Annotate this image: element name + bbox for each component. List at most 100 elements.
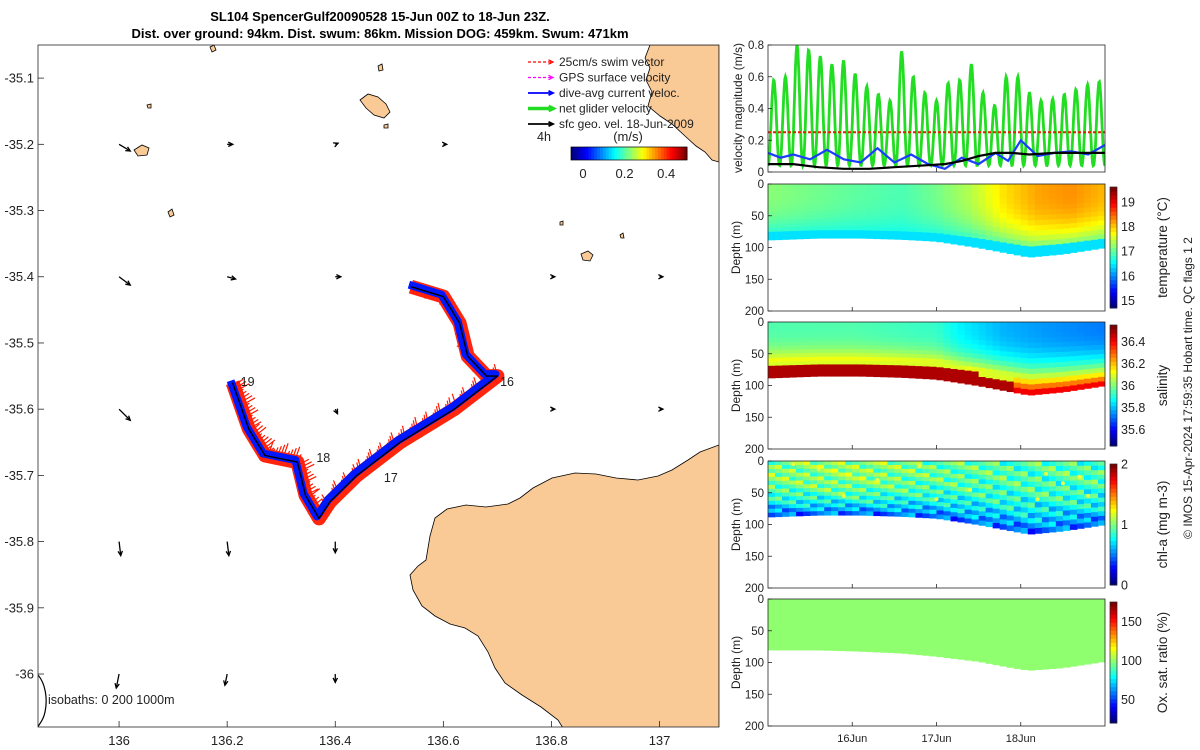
section-cell <box>838 499 846 505</box>
section-cell <box>999 465 1008 472</box>
section-cell <box>901 337 910 343</box>
section-cell <box>824 230 832 235</box>
section-cell <box>775 606 783 611</box>
colorbar-cell <box>591 147 595 160</box>
high-chl-sample <box>1077 474 1082 479</box>
section-cell <box>775 333 783 339</box>
section-cell <box>1097 515 1105 522</box>
section-cell <box>1041 367 1050 374</box>
section-cell <box>859 325 867 331</box>
section-cell <box>1048 613 1057 620</box>
section-cell <box>1020 481 1029 488</box>
section-cell <box>796 606 804 611</box>
section-cell <box>915 212 924 217</box>
section-cell <box>1097 493 1105 499</box>
section-cell <box>922 619 931 624</box>
section-cell <box>859 507 867 512</box>
section-cell <box>1048 628 1057 635</box>
velocity-y-tick-label: 0.6 <box>748 72 764 84</box>
section-cell <box>803 606 811 611</box>
section-colorbar-cell <box>1110 275 1117 281</box>
section-cell <box>887 322 895 327</box>
section-cell <box>929 192 938 197</box>
section-cell <box>1090 507 1099 513</box>
section-cell <box>817 195 825 201</box>
section-cell <box>922 184 931 189</box>
section-cell <box>894 622 902 627</box>
section-cell <box>880 484 888 489</box>
section-cell <box>1020 604 1029 610</box>
section-cell <box>803 468 811 474</box>
section-cell <box>915 473 924 478</box>
section-cell <box>922 627 931 632</box>
section-cell <box>978 488 987 494</box>
section-cell <box>852 480 860 485</box>
section-cell <box>915 638 924 644</box>
section-colorbar-cell <box>1110 231 1117 236</box>
section-cell <box>880 207 888 212</box>
section-cell <box>810 329 818 335</box>
section-cell <box>873 602 881 608</box>
section-cell <box>943 511 952 517</box>
land-island-h <box>559 220 564 226</box>
section-cell <box>824 484 832 489</box>
section-cell <box>901 191 910 197</box>
section-cell <box>985 368 994 375</box>
section-cell <box>831 499 839 505</box>
section-cell <box>768 219 776 225</box>
section-cell <box>796 488 804 493</box>
section-cell <box>782 617 790 622</box>
section-cell <box>845 511 853 516</box>
section-cell <box>964 201 973 207</box>
section-cell <box>957 633 966 639</box>
section-cell <box>1006 346 1015 353</box>
section-cell <box>775 508 783 514</box>
section-colorbar-label: Ox. sat. ratio (%) <box>1155 612 1170 713</box>
section-cell <box>1020 199 1029 206</box>
section-cell <box>782 187 790 193</box>
section-cell <box>775 488 783 494</box>
section-cell <box>782 504 790 509</box>
section-cell <box>894 373 902 378</box>
section-cell <box>880 203 888 209</box>
section-cell <box>803 360 811 366</box>
section-cell <box>950 322 959 327</box>
section-cell <box>845 507 853 512</box>
section-cell <box>880 223 888 228</box>
section-cell <box>1041 501 1050 508</box>
section-cell <box>992 622 1001 628</box>
high-chl-sample <box>1086 493 1091 498</box>
section-cell <box>817 364 825 369</box>
section-cell <box>803 617 811 622</box>
section-colorbar-cell <box>1110 686 1117 692</box>
section-cell <box>1006 238 1015 245</box>
section-cell <box>936 607 945 612</box>
section-cell <box>915 618 924 624</box>
section-cell <box>880 492 888 497</box>
section-cell <box>1006 475 1015 482</box>
section-cell <box>1097 220 1105 226</box>
section-cell <box>1076 523 1085 529</box>
section-cell <box>1034 512 1043 519</box>
section-cell <box>824 606 832 611</box>
section-cell <box>866 184 874 189</box>
section-cell <box>950 230 959 236</box>
section-cell <box>1020 659 1029 665</box>
section-cell <box>929 635 938 641</box>
section-cell <box>999 193 1008 200</box>
section-cell <box>1069 365 1078 372</box>
section-cell <box>768 369 776 375</box>
section-cell <box>929 505 938 511</box>
section-cell <box>992 184 1001 190</box>
section-cell <box>978 511 987 517</box>
section-cell <box>908 496 917 502</box>
section-cell <box>971 375 980 382</box>
section-cell <box>1041 388 1050 395</box>
section-cell <box>1069 232 1078 239</box>
section-cell <box>1013 491 1022 497</box>
section-cell <box>1034 358 1043 364</box>
current-vector-arrow <box>226 275 238 281</box>
section-cell <box>978 188 987 194</box>
section-cell <box>915 208 924 213</box>
section-cell <box>873 625 881 630</box>
